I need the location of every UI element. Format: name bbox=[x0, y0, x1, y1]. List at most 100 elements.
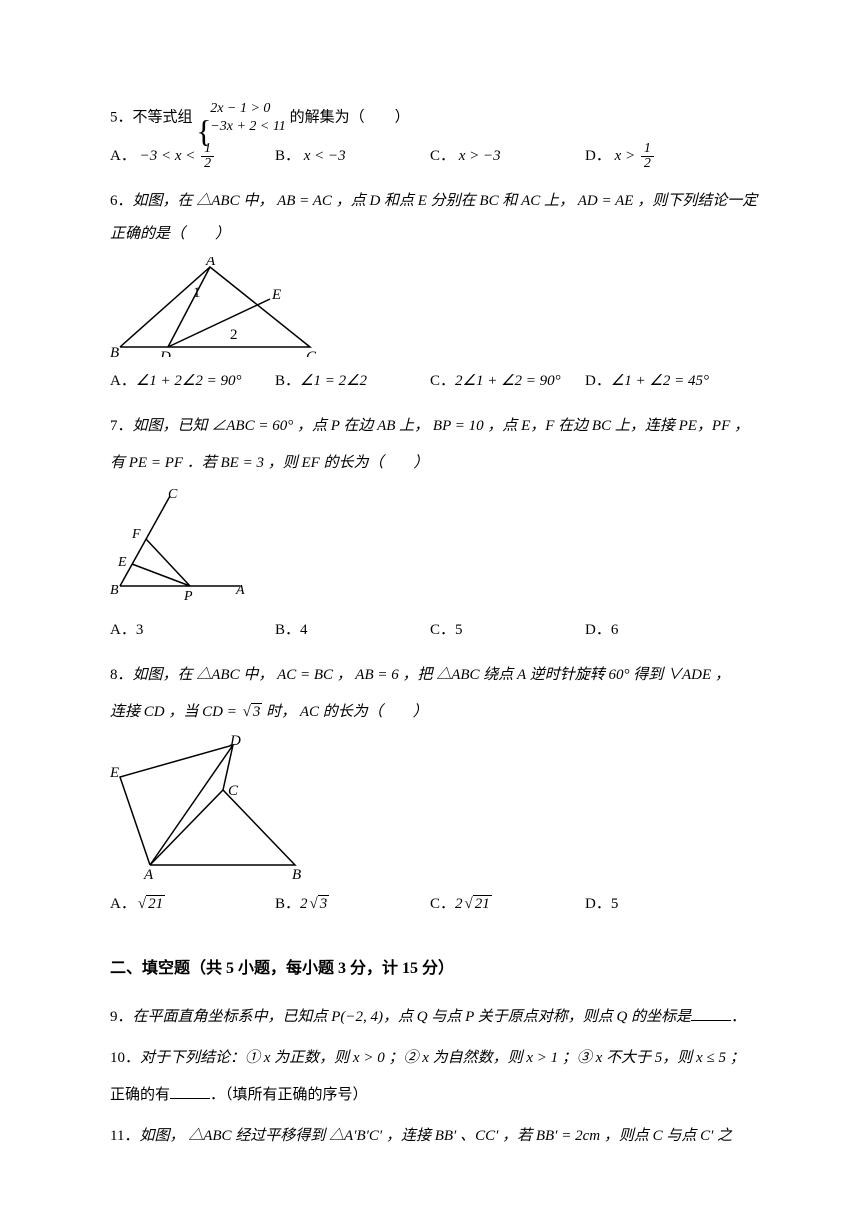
q8-opt-d-label: D． bbox=[585, 896, 611, 912]
q7-option-b: B．4 bbox=[275, 614, 430, 647]
q5-sys-line2: −3x + 2 < 11 bbox=[210, 118, 286, 136]
q6-opt-c-label: C． bbox=[430, 373, 455, 389]
q5-inequality-system: 2x − 1 > 0 −3x + 2 < 11 bbox=[196, 100, 286, 136]
q5-number: 5． bbox=[110, 110, 133, 126]
q8-label-e: E bbox=[110, 765, 119, 781]
q5-opt-b-text: x < −3 bbox=[304, 148, 346, 164]
q7-option-c: C．5 bbox=[430, 614, 585, 647]
q7-opt-d-label: D． bbox=[585, 622, 611, 638]
q8-opt-d-text: 5 bbox=[611, 896, 619, 912]
q8-opt-a-text: 21 bbox=[136, 896, 165, 912]
q9-suffix: ． bbox=[731, 1009, 746, 1025]
q5-text-after: 的解集为（ ） bbox=[290, 110, 410, 126]
q10-body: 对于下列结论：① x 为正数，则 x > 0 ；② x 为自然数，则 x > 1… bbox=[140, 1050, 745, 1066]
q5-opt-a-label: A． bbox=[110, 148, 136, 164]
q9-number: 9． bbox=[110, 1009, 133, 1025]
q6-options: A．∠1 + 2∠2 = 90° B．∠1 = 2∠2 C．2∠1 + ∠2 =… bbox=[110, 365, 760, 398]
q10-body2: 正确的有 bbox=[110, 1087, 170, 1103]
q8-label-c: C bbox=[228, 783, 239, 799]
question-9: 9．在平面直角坐标系中，已知点 P(−2, 4)，点 Q 与点 P 关于原点对称… bbox=[110, 1001, 760, 1034]
question-6: 6．如图，在 △ABC 中， AB = AC ，点 D 和点 E 分别在 BC … bbox=[110, 185, 760, 398]
q6-option-b: B．∠1 = 2∠2 bbox=[275, 365, 430, 398]
q7-figure: B P A C E F bbox=[110, 486, 760, 606]
q6-option-c: C．2∠1 + ∠2 = 90° bbox=[430, 365, 585, 398]
q7-opt-b-text: 4 bbox=[300, 622, 308, 638]
q8-body1: 如图，在 △ABC 中， AC = BC ， AB = 6 ，把 △ABC 绕点… bbox=[133, 667, 730, 683]
q8-body2: 连接 CD ，当 CD = 3 时， AC 的长为（ ） bbox=[110, 704, 428, 720]
q7-opt-c-text: 5 bbox=[455, 622, 463, 638]
q5-option-d: D． x > 12 bbox=[585, 140, 725, 173]
q6-label-b: B bbox=[110, 345, 119, 357]
q10-text: 10．对于下列结论：① x 为正数，则 x > 0 ；② x 为自然数，则 x … bbox=[110, 1042, 760, 1075]
q10-suffix: ．（填所有正确的序号） bbox=[210, 1087, 368, 1103]
q7-opt-b-label: B． bbox=[275, 622, 300, 638]
question-7: 7．如图，已知 ∠ABC = 60° ，点 P 在边 AB 上， BP = 10… bbox=[110, 410, 760, 647]
q5-option-b: B． x < −3 bbox=[275, 140, 430, 173]
q6-label-1: 1 bbox=[193, 285, 201, 301]
q8-options: A．21 B．23 C．221 D．5 bbox=[110, 888, 760, 921]
q7-options: A．3 B．4 C．5 D．6 bbox=[110, 614, 760, 647]
q5-text-before: 不等式组 bbox=[133, 110, 193, 126]
q6-label-e: E bbox=[271, 287, 281, 303]
q7-opt-a-label: A． bbox=[110, 622, 136, 638]
q6-opt-d-text: ∠1 + ∠2 = 45° bbox=[611, 373, 709, 389]
q7-text: 7．如图，已知 ∠ABC = 60° ，点 P 在边 AB 上， BP = 10… bbox=[110, 410, 760, 443]
q11-text: 11．如图， △ABC 经过平移得到 △A′B′C′ ，连接 BB′ 、CC′ … bbox=[110, 1120, 760, 1153]
q8-opt-c-label: C． bbox=[430, 896, 455, 912]
q8-option-c: C．221 bbox=[430, 888, 585, 921]
q8-opt-a-label: A． bbox=[110, 896, 136, 912]
q7-opt-d-text: 6 bbox=[611, 622, 619, 638]
q8-label-d: D bbox=[229, 735, 241, 749]
q7-text2: 有 PE = PF ．若 BE = 3 ，则 EF 的长为（ ） bbox=[110, 447, 760, 480]
q8-opt-c-text: 221 bbox=[455, 896, 492, 912]
q5-opt-c-label: C． bbox=[430, 148, 455, 164]
q7-opt-a-text: 3 bbox=[136, 622, 144, 638]
q8-text2: 连接 CD ，当 CD = 3 时， AC 的长为（ ） bbox=[110, 696, 760, 729]
q7-body2: 有 PE = PF ．若 BE = 3 ，则 EF 的长为（ ） bbox=[110, 455, 429, 471]
q8-option-b: B．23 bbox=[275, 888, 430, 921]
q6-option-d: D．∠1 + ∠2 = 45° bbox=[585, 365, 725, 398]
q8-option-d: D．5 bbox=[585, 888, 725, 921]
q7-label-c: C bbox=[168, 487, 178, 502]
q7-label-e: E bbox=[117, 555, 127, 570]
q7-option-a: A．3 bbox=[110, 614, 275, 647]
q5-sys-line1: 2x − 1 > 0 bbox=[210, 100, 286, 118]
q7-label-p: P bbox=[183, 589, 193, 604]
q7-label-b: B bbox=[110, 583, 119, 598]
q7-label-a: A bbox=[235, 583, 245, 598]
q6-figure: A B D C E 1 2 bbox=[110, 257, 760, 357]
q5-opt-c-text: x > −3 bbox=[459, 148, 501, 164]
q8-option-a: A．21 bbox=[110, 888, 275, 921]
q6-text: 6．如图，在 △ABC 中， AB = AC ，点 D 和点 E 分别在 BC … bbox=[110, 185, 760, 251]
question-8: 8．如图，在 △ABC 中， AC = BC ， AB = 6 ，把 △ABC … bbox=[110, 659, 760, 921]
q8-opt-b-text: 23 bbox=[300, 896, 329, 912]
q8-label-a: A bbox=[143, 867, 154, 880]
q6-svg: A B D C E 1 2 bbox=[110, 257, 320, 357]
q5-option-a: A． −3 < x < 12 bbox=[110, 140, 275, 173]
q10-blank bbox=[170, 1084, 210, 1099]
q5-opt-d-text: x > 12 bbox=[615, 148, 656, 164]
q6-option-a: A．∠1 + 2∠2 = 90° bbox=[110, 365, 275, 398]
q11-body: 如图， △ABC 经过平移得到 △A′B′C′ ，连接 BB′ 、CC′ ，若 … bbox=[139, 1128, 732, 1144]
q6-label-2: 2 bbox=[230, 327, 238, 343]
q6-label-c: C bbox=[306, 349, 317, 357]
q8-text: 8．如图，在 △ABC 中， AC = BC ， AB = 6 ，把 △ABC … bbox=[110, 659, 760, 692]
q6-opt-c-text: 2∠1 + ∠2 = 90° bbox=[455, 373, 561, 389]
q5-opt-b-label: B． bbox=[275, 148, 300, 164]
q5-option-c: C． x > −3 bbox=[430, 140, 585, 173]
q8-opt-b-label: B． bbox=[275, 896, 300, 912]
q6-opt-b-label: B． bbox=[275, 373, 300, 389]
q5-text: 5．不等式组 2x − 1 > 0 −3x + 2 < 11 的解集为（ ） bbox=[110, 100, 760, 136]
q8-svg: A B C D E bbox=[110, 735, 310, 880]
q7-opt-c-label: C． bbox=[430, 622, 455, 638]
q9-text: 9．在平面直角坐标系中，已知点 P(−2, 4)，点 Q 与点 P 关于原点对称… bbox=[110, 1001, 760, 1034]
q6-opt-a-label: A． bbox=[110, 373, 136, 389]
q7-body1: 如图，已知 ∠ABC = 60° ，点 P 在边 AB 上， BP = 10 ，… bbox=[133, 418, 750, 434]
q11-number: 11． bbox=[110, 1128, 139, 1144]
q6-opt-a-text: ∠1 + 2∠2 = 90° bbox=[136, 373, 242, 389]
q7-option-d: D．6 bbox=[585, 614, 725, 647]
q7-number: 7． bbox=[110, 418, 133, 434]
q6-opt-b-text: ∠1 = 2∠2 bbox=[300, 373, 367, 389]
q5-opt-d-label: D． bbox=[585, 148, 611, 164]
q6-opt-d-label: D． bbox=[585, 373, 611, 389]
